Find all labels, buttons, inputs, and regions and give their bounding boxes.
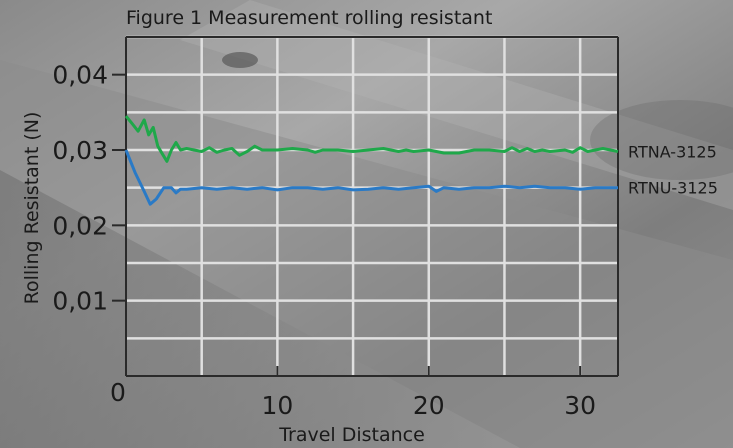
x-axis-title: Travel Distance bbox=[278, 424, 425, 446]
tick-labels: 0,01 0,02 0,03 0,04 0 10 20 30 RTNA-3125 RTNU-312… bbox=[52, 61, 718, 420]
x-tick-label: 10 bbox=[261, 391, 293, 420]
y-axis-title: Rolling Resistant (N) bbox=[21, 112, 43, 305]
series-label-rtna-3125: RTNA-3125 bbox=[628, 143, 717, 162]
series-line-rtna-3125 bbox=[124, 115, 619, 163]
y-tick-label: 0,04 bbox=[52, 61, 108, 90]
series-lines bbox=[124, 115, 619, 206]
x-tick-label: 20 bbox=[413, 391, 445, 420]
grid-lines bbox=[126, 35, 618, 376]
x-tick-label: 30 bbox=[564, 391, 596, 420]
series-line-rtnu-3125 bbox=[124, 149, 618, 206]
x-tick-label: 0 bbox=[110, 378, 126, 407]
series-label-rtnu-3125: RTNU-3125 bbox=[628, 179, 718, 198]
y-tick-label: 0,03 bbox=[52, 136, 108, 165]
chart-title: Figure 1 Measurement rolling resistant bbox=[126, 7, 492, 29]
axes bbox=[112, 36, 619, 377]
y-tick-label: 0,01 bbox=[52, 287, 108, 316]
y-tick-label: 0,02 bbox=[52, 211, 108, 240]
